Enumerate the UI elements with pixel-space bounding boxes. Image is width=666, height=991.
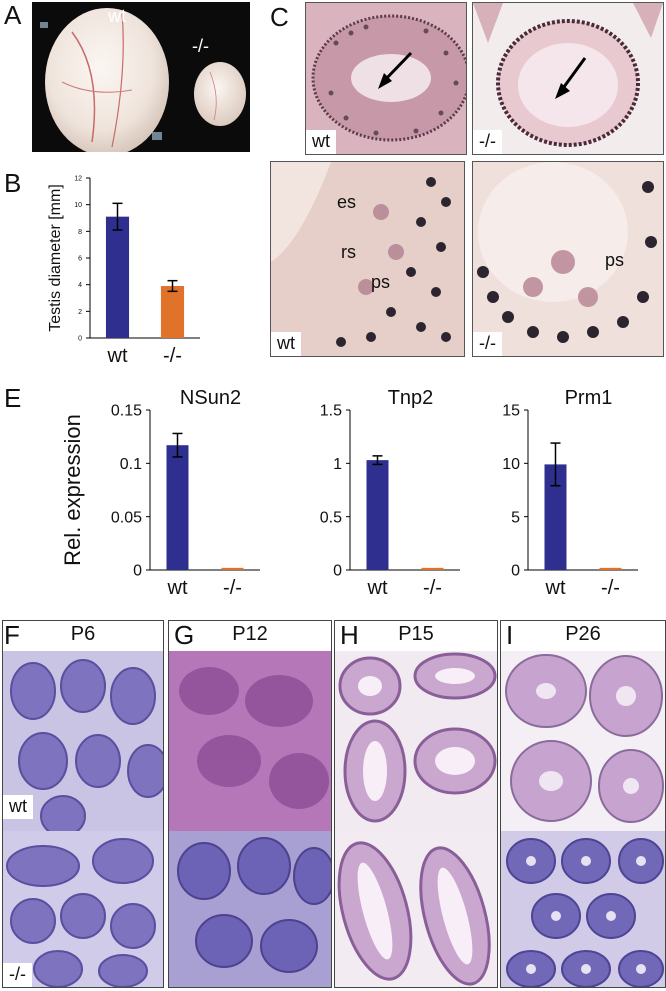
histology-c-ko: -/- [472, 2, 664, 155]
category-label: -/- [423, 577, 442, 595]
y-axis-label: Rel. expression [60, 414, 85, 566]
y-tick-label: 1 [333, 456, 342, 473]
panel-title-f: P6 [70, 623, 96, 645]
chart-prm1-expression: 0 5 10 15 wt -/- Prm1 [502, 387, 638, 595]
histology-i-graphic [501, 651, 665, 987]
marker-rs: rs [341, 242, 356, 262]
marker-es: es [337, 192, 357, 212]
category-label: -/- [163, 345, 182, 367]
histology-d-wt-graphic [271, 162, 464, 356]
y-tick-label: 0 [133, 563, 142, 580]
label-wt: wt [3, 795, 33, 819]
panel-title-g: P12 [232, 623, 268, 645]
histology-f: P6 wt -/- [2, 620, 164, 988]
y-tick-label: 2 [78, 309, 82, 316]
bar-ko [160, 286, 185, 338]
bar-ko [599, 567, 622, 570]
y-tick-label: 4 [78, 282, 82, 289]
histology-g-graphic [169, 651, 331, 987]
bar-ko [421, 567, 444, 570]
chart-testis-diameter: 0 2 4 6 8 10 12 wt -/- Testis diameter [mm] [47, 175, 200, 367]
y-tick-label: 0.15 [111, 403, 142, 420]
panel-letter-g: G [174, 620, 195, 650]
histology-d-ko: ps -/- [472, 161, 664, 357]
label-ko: -/- [473, 130, 502, 154]
y-tick-label: 12 [74, 175, 82, 182]
bar-wt [366, 460, 389, 570]
bar-ko [221, 567, 244, 570]
bar-wt [166, 445, 189, 570]
marker-ps: ps [371, 272, 391, 292]
bar-wt [105, 216, 130, 338]
y-tick-label: 1.5 [320, 403, 342, 420]
chart-title: Prm1 [565, 387, 613, 409]
category-label: wt [107, 345, 128, 367]
y-tick-label: 15 [502, 403, 520, 420]
testis-photo-graphic [40, 8, 246, 152]
panel-letter-e: E [4, 383, 22, 413]
histology-i: P26 [500, 620, 666, 988]
panel-letter-c: C [270, 2, 289, 32]
y-tick-label: 0.05 [111, 509, 142, 526]
histology-c-wt-graphic [306, 3, 466, 154]
bar-wt [544, 464, 567, 570]
chart-tnp2-expression: 0 0.5 1 1.5 wt -/- Tnp2 [320, 387, 460, 595]
y-tick-label: 8 [78, 229, 82, 236]
y-axis-label: Testis diameter [mm] [47, 184, 64, 332]
panel-letter-f: F [4, 620, 20, 650]
y-tick-label: 10 [502, 456, 520, 473]
y-tick-label: 0 [78, 335, 82, 342]
category-label: wt [545, 577, 566, 595]
histology-d-wt: es rs ps wt [270, 161, 465, 357]
label-wt: wt [108, 6, 126, 26]
category-label: -/- [223, 577, 242, 595]
panel-letter-h: H [340, 620, 359, 650]
testis-photo: wt -/- [32, 2, 250, 152]
category-label: wt [367, 577, 388, 595]
histology-c-ko-graphic [473, 3, 663, 154]
histology-h-graphic [335, 651, 497, 987]
category-label: -/- [601, 577, 620, 595]
panel-title-h: P15 [398, 623, 434, 645]
marker-ps: ps [605, 250, 625, 270]
y-tick-label: 0 [333, 563, 342, 580]
chart-title: Tnp2 [388, 387, 434, 409]
label-ko: -/- [3, 963, 32, 987]
histology-c-wt: wt [305, 2, 467, 155]
chart-nsun2-expression: 0 0.05 0.1 0.15 wt -/- NSun2 Rel. expression [60, 387, 260, 595]
y-tick-label: 0 [511, 563, 520, 580]
histology-d-ko-graphic [473, 162, 663, 356]
panel-letter-i: I [506, 620, 514, 650]
category-label: wt [167, 577, 188, 595]
label-wt: wt [271, 332, 301, 356]
histology-g: P12 [168, 620, 332, 988]
label-ko: -/- [192, 36, 209, 56]
chart-title: NSun2 [180, 387, 241, 409]
y-tick-label: 6 [78, 255, 82, 262]
panel-letter-a: A [4, 0, 22, 30]
panel-letter-b: B [4, 168, 22, 198]
histology-f-graphic [3, 651, 163, 987]
panel-title-i: P26 [565, 623, 601, 645]
y-tick-label: 0.1 [120, 456, 142, 473]
label-ko: -/- [473, 332, 502, 356]
histology-h: P15 [334, 620, 498, 988]
label-wt: wt [306, 130, 336, 154]
y-tick-label: 0.5 [320, 509, 342, 526]
y-tick-label: 5 [511, 509, 520, 526]
y-tick-label: 10 [74, 202, 82, 209]
